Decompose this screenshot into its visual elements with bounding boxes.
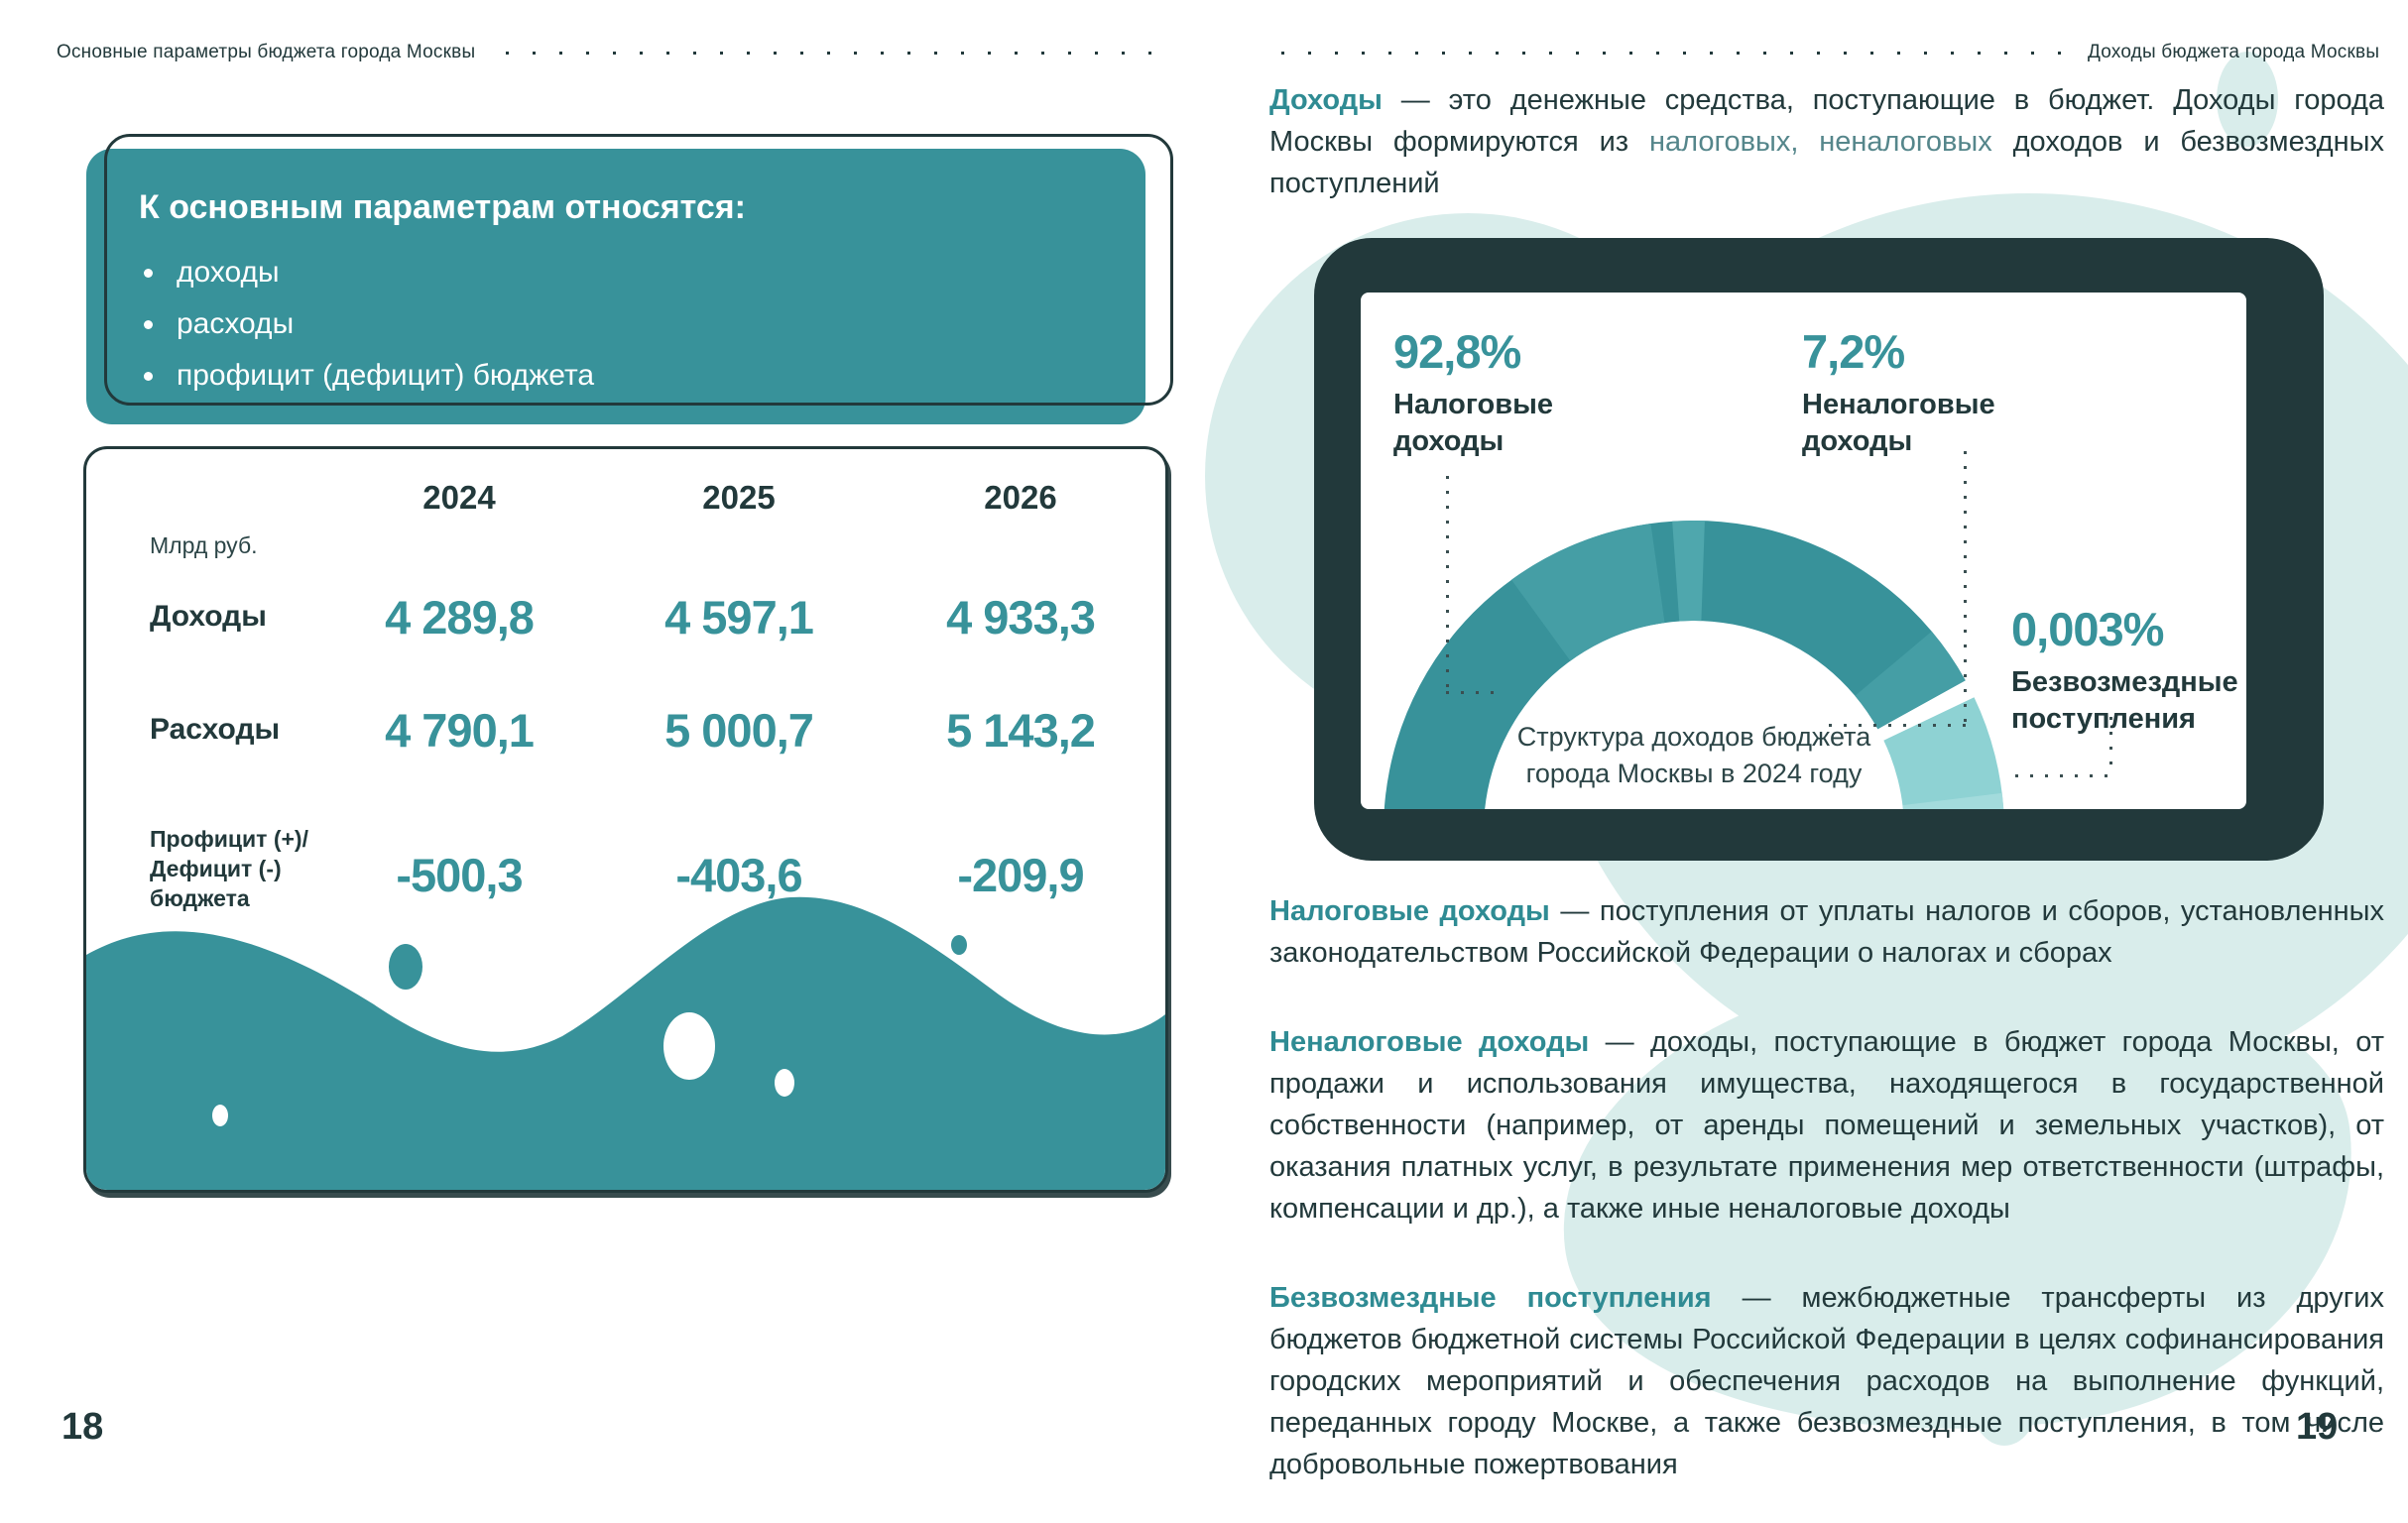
table-unit-label: Млрд руб. bbox=[150, 532, 258, 558]
page-number-left: 18 bbox=[61, 1406, 104, 1448]
page-number-right: 19 bbox=[2296, 1406, 2339, 1448]
definition-tax-text: — поступления от уплаты налогов и сборов… bbox=[1269, 895, 2384, 969]
white-dot-small bbox=[212, 1105, 228, 1126]
connector-nontax-vertical bbox=[1964, 451, 1967, 727]
right-running-header: Доходы бюджета города Москвы bbox=[2088, 42, 2380, 62]
table-cell: 4 790,1 bbox=[385, 704, 535, 757]
params-box: К основным параметрам относятся: доходы … bbox=[86, 134, 1177, 426]
intro-highlight: налоговых, неналоговых bbox=[1648, 126, 1992, 158]
teal-dot bbox=[389, 944, 422, 990]
params-item-label: профицит (дефицит) бюджета bbox=[177, 359, 595, 392]
gratuitous-receipts-value: 0,003% bbox=[2011, 603, 2164, 655]
nontax-revenues-name: Неналоговые доходы bbox=[1802, 389, 1995, 457]
bullet-dot-icon bbox=[144, 268, 153, 278]
params-box-fill: К основным параметрам относятся: доходы … bbox=[86, 149, 1145, 424]
connector-gratuitous-vertical bbox=[2109, 717, 2112, 776]
params-item-label: расходы bbox=[177, 307, 295, 340]
definition-nontax-text: — доходы, поступающие в бюджет города Мо… bbox=[1269, 1026, 2384, 1225]
table-cell: -209,9 bbox=[957, 849, 1084, 901]
donut-center-caption: Структура доходов бюджета города Москвы … bbox=[1486, 719, 1902, 792]
intro-text-2: доходов и безвозмездных поступлений bbox=[1269, 126, 2385, 199]
bullet-dot-icon bbox=[144, 371, 153, 381]
params-item-1: доходы bbox=[144, 256, 280, 290]
label-gratuitous-receipts: 0,003% Безвозмездные поступления bbox=[2011, 602, 2246, 738]
definition-nontax-lead: Неналоговые доходы bbox=[1269, 1026, 1590, 1058]
decor-ellipse-small bbox=[1972, 1360, 2037, 1446]
table-cell: 5 143,2 bbox=[946, 704, 1096, 757]
connector-tax-vertical bbox=[1446, 476, 1449, 694]
teal-dot-small bbox=[951, 935, 967, 955]
table-cell: -403,6 bbox=[675, 849, 802, 901]
definition-tax: Налоговые доходы — поступления от уплаты… bbox=[1269, 890, 2384, 974]
params-box-outline bbox=[104, 134, 1173, 406]
params-item-2: расходы bbox=[144, 307, 294, 341]
year-header-2026: 2026 bbox=[984, 479, 1057, 516]
params-item-label: доходы bbox=[177, 256, 280, 289]
caption-line-1: Структура доходов бюджета bbox=[1516, 722, 1871, 752]
right-header-dotted-leader bbox=[1281, 52, 2065, 55]
params-box-title: К основным параметрам относятся: bbox=[139, 188, 746, 226]
connector-gratuitous-horizontal bbox=[2015, 774, 2112, 777]
tax-revenues-name: Налоговые доходы bbox=[1393, 389, 1553, 457]
chart-panel: Структура доходов бюджета города Москвы … bbox=[1361, 293, 2246, 809]
nontax-revenues-value: 7,2% bbox=[1802, 325, 1905, 378]
white-dot-small bbox=[775, 1069, 794, 1097]
decor-ellipse-top-right bbox=[2217, 52, 2278, 147]
table-cell: 4 597,1 bbox=[664, 591, 814, 644]
gratuitous-receipts-name: Безвозмездные поступления bbox=[2011, 666, 2238, 735]
white-dot-large bbox=[663, 1012, 715, 1080]
tax-revenues-value: 92,8% bbox=[1393, 325, 1521, 378]
budget-table-card: 2024 2025 2026 Млрд руб. Доходы 4 289,8 … bbox=[83, 446, 1168, 1193]
caption-line-2: города Москвы в 2024 году bbox=[1525, 759, 1863, 788]
params-item-3: профицит (дефицит) бюджета bbox=[144, 359, 594, 393]
intro-paragraph: Доходы — это денежные средства, поступаю… bbox=[1269, 79, 2384, 204]
bullet-dot-icon bbox=[144, 319, 153, 329]
row-label-expenses: Расходы bbox=[150, 713, 281, 746]
wave-decoration bbox=[86, 896, 1165, 1190]
table-cell: -500,3 bbox=[396, 849, 523, 901]
chart-card: Структура доходов бюджета города Москвы … bbox=[1314, 238, 2324, 861]
left-running-header: Основные параметры бюджета города Москвы bbox=[57, 42, 476, 62]
connector-nontax-horizontal bbox=[1829, 724, 1967, 727]
donut-chart bbox=[1384, 521, 2004, 809]
label-nontax-revenues: 7,2% Неналоговые доходы bbox=[1802, 324, 2010, 460]
decor-circle-small bbox=[1572, 1140, 1780, 1348]
row-label-deficit: Профицит (+)/ Дефицит (-) бюджета bbox=[150, 826, 308, 911]
year-header-2025: 2025 bbox=[702, 479, 776, 516]
row-label-revenues: Доходы bbox=[150, 600, 267, 633]
intro-lead: Доходы bbox=[1269, 84, 1383, 116]
definition-tax-lead: Налоговые доходы bbox=[1269, 895, 1550, 927]
table-cell: 4 933,3 bbox=[946, 591, 1096, 644]
definition-nontax: Неналоговые доходы — доходы, поступающие… bbox=[1269, 1021, 2384, 1230]
year-header-2024: 2024 bbox=[422, 479, 496, 516]
intro-text-1: — это денежные средства, поступающие в б… bbox=[1269, 84, 2384, 158]
definition-gratuitous-text: — межбюджетные трансферты из других бюдж… bbox=[1269, 1282, 2384, 1480]
definition-gratuitous-lead: Безвозмездные поступления bbox=[1269, 1282, 1712, 1314]
left-header-dotted-leader bbox=[506, 52, 1163, 55]
table-cell: 5 000,7 bbox=[664, 704, 814, 757]
connector-tax-horizontal bbox=[1446, 691, 1500, 694]
table-cell: 4 289,8 bbox=[385, 591, 535, 644]
definition-gratuitous: Безвозмездные поступления — межбюджетные… bbox=[1269, 1277, 2384, 1485]
label-tax-revenues: 92,8% Налоговые доходы bbox=[1393, 324, 1622, 460]
